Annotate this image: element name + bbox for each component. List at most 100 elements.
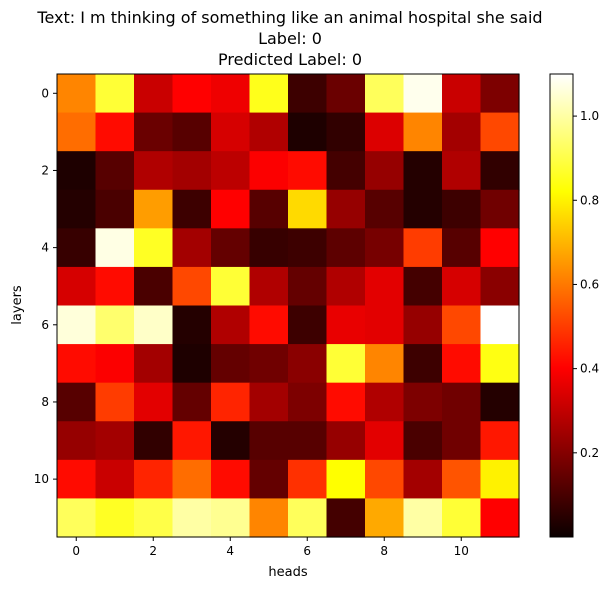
x-axis-ticks: 0 2 4 6 8 10 — [72, 537, 469, 558]
heatmap-cell — [172, 459, 212, 500]
heatmap-cell — [442, 228, 482, 268]
heatmap-cell — [365, 74, 405, 114]
heatmap-cell — [57, 344, 97, 384]
heatmap-cell — [288, 344, 328, 384]
heatmap-cell — [57, 305, 97, 345]
heatmap-cell — [211, 421, 251, 461]
heatmap-cell — [172, 382, 212, 422]
heatmap-cell — [365, 382, 405, 422]
heatmap-cell — [134, 498, 174, 538]
heatmap-cell — [326, 189, 366, 229]
heatmap-cell — [95, 498, 135, 538]
heatmap-cell — [326, 266, 366, 307]
heatmap-cell — [403, 151, 443, 191]
y-tick-label: 6 — [41, 318, 49, 332]
heatmap-cell — [57, 189, 97, 229]
colorbar-tick-label: 0.8 — [580, 193, 599, 207]
heatmap-cell — [403, 228, 443, 268]
heatmap-cell — [249, 266, 289, 307]
heatmap-cell — [480, 498, 520, 538]
heatmap-cell — [95, 421, 135, 461]
heatmap-cell — [249, 228, 289, 268]
heatmap-cell — [211, 112, 251, 152]
heatmap-cell — [172, 189, 212, 229]
heatmap-cell — [134, 421, 174, 461]
heatmap-cell — [288, 189, 328, 229]
heatmap-cell — [134, 382, 174, 422]
heatmap-cell — [211, 266, 251, 307]
heatmap-cell — [57, 421, 97, 461]
heatmap-cell — [403, 344, 443, 384]
y-tick-label: 2 — [41, 163, 49, 177]
heatmap-cell — [403, 189, 443, 229]
heatmap-cell — [134, 459, 174, 500]
plot-frame — [56, 73, 520, 538]
heatmap-cell — [480, 459, 520, 500]
heatmap-cell — [249, 382, 289, 422]
x-tick-label: 6 — [303, 544, 311, 558]
heatmap-cell — [326, 498, 366, 538]
heatmap-cell — [442, 189, 482, 229]
heatmap-cell — [480, 344, 520, 384]
heatmap-cell — [365, 112, 405, 152]
heatmap-cell — [326, 459, 366, 500]
heatmap-cell — [172, 74, 212, 114]
heatmap-cell — [95, 74, 135, 114]
heatmap-cell — [480, 305, 520, 345]
heatmap-cell — [95, 459, 135, 500]
heatmap-cell — [365, 266, 405, 307]
heatmap-cell — [57, 112, 97, 152]
heatmap-cell — [480, 382, 520, 422]
heatmap-cell — [480, 189, 520, 229]
y-tick-label: 0 — [41, 86, 49, 100]
heatmap-cell — [288, 266, 328, 307]
x-tick-label: 8 — [380, 544, 388, 558]
heatmap-cell — [211, 459, 251, 500]
heatmap-cell — [442, 266, 482, 307]
heatmap-cell — [480, 151, 520, 191]
x-axis-label: heads — [268, 565, 307, 580]
chart-title-line-1: Text: I m thinking of something like an … — [37, 8, 543, 27]
heatmap-cell — [57, 74, 97, 114]
heatmap-cell — [403, 421, 443, 461]
heatmap-cell — [95, 305, 135, 345]
heatmap-cell — [442, 344, 482, 384]
colorbar-tick-label: 0.6 — [580, 277, 599, 291]
heatmap-cell — [442, 382, 482, 422]
y-tick-label: 4 — [41, 241, 49, 255]
heatmap-cell — [326, 74, 366, 114]
heatmap-cell — [134, 344, 174, 384]
heatmap-cell — [288, 151, 328, 191]
heatmap-cell — [326, 151, 366, 191]
heatmap-cell — [403, 112, 443, 152]
heatmap-cell — [172, 266, 212, 307]
heatmap-cell — [211, 228, 251, 268]
heatmap-cell — [288, 498, 328, 538]
heatmap-cell — [442, 305, 482, 345]
heatmap-cell — [326, 112, 366, 152]
heatmap-cell — [288, 74, 328, 114]
heatmap-cell — [365, 344, 405, 384]
heatmap-cell — [442, 151, 482, 191]
heatmap-cell — [403, 459, 443, 500]
heatmap-cell — [365, 421, 405, 461]
heatmap-cell — [57, 382, 97, 422]
heatmap-cell — [211, 74, 251, 114]
heatmap-cell — [288, 305, 328, 345]
heatmap-cell — [134, 151, 174, 191]
heatmap-cell — [172, 305, 212, 345]
heatmap-cell — [403, 305, 443, 345]
heatmap-cell — [172, 228, 212, 268]
heatmap-cell — [442, 112, 482, 152]
heatmap-cell — [326, 305, 366, 345]
heatmap-cell — [403, 382, 443, 422]
heatmap-cell — [134, 305, 174, 345]
y-tick-label: 10 — [34, 472, 49, 486]
colorbar-tick-label: 0.2 — [580, 446, 599, 460]
x-tick-label: 10 — [454, 544, 469, 558]
heatmap-cell — [365, 189, 405, 229]
heatmap-cell — [134, 189, 174, 229]
heatmap-cell — [288, 382, 328, 422]
x-tick-label: 4 — [226, 544, 234, 558]
heatmap-cell — [249, 305, 289, 345]
